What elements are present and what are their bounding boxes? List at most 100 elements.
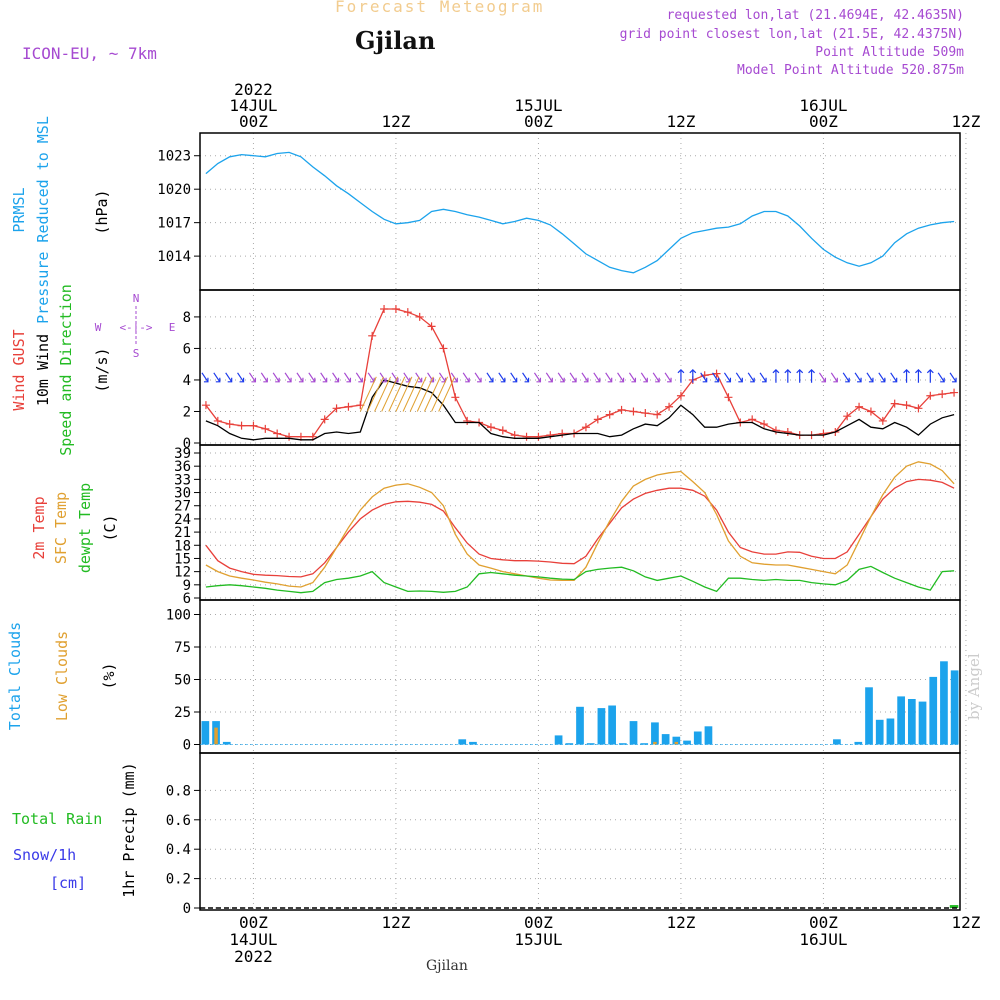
y-tick-label: 33 (174, 472, 191, 488)
y-tick-label: 1014 (157, 249, 191, 265)
y-tick-label: 2 (183, 404, 191, 420)
gust-marker (249, 421, 258, 430)
time-label-bottom: 00Z (524, 913, 553, 932)
wind-unit: (m/s) (93, 347, 111, 392)
time-label-bottom: 2022 (234, 947, 273, 966)
wind-direction-arrow (677, 368, 685, 383)
wind-direction-arrow (866, 372, 874, 383)
wind-direction-arrow (486, 372, 494, 383)
wind-direction-arrow (320, 372, 328, 383)
wind-direction-arrow (498, 372, 506, 383)
y-tick-label: 1017 (157, 216, 191, 232)
wind-direction-arrow (854, 372, 862, 383)
cloud-bar (918, 701, 927, 745)
wind-barb (381, 376, 399, 412)
gust-marker (546, 431, 555, 440)
panel-frame (199, 752, 961, 911)
cloud-bar (683, 740, 691, 745)
series-line-prmsl (205, 151, 955, 274)
wind-direction-arrow (689, 368, 697, 383)
y-tick-label: 4 (183, 373, 191, 389)
temp2m-label: 2m Temp (30, 496, 48, 559)
cloud-bar (897, 696, 905, 745)
y-tick-label: 50 (174, 673, 191, 689)
gust-marker (439, 344, 448, 353)
cloud-bar (222, 741, 231, 745)
point-altitude: Point Altitude 509m (815, 45, 964, 60)
time-label-bottom: 16JUL (799, 930, 847, 949)
gust-marker (534, 432, 543, 441)
panel-frame (199, 289, 961, 446)
wind-direction-arrow (926, 368, 934, 383)
gust-marker (914, 404, 923, 413)
time-label-bottom: 12Z (666, 913, 695, 932)
time-label-top: 14JUL (229, 96, 277, 115)
panel-4: 0 0.2 0.4 0.6 0.8 (166, 752, 967, 917)
gust-marker (403, 308, 412, 317)
gust-marker (380, 305, 389, 314)
compass-s: S (133, 347, 140, 360)
y-tick-label: 6 (183, 591, 191, 607)
gust-marker (950, 388, 959, 397)
wind-barb (402, 376, 420, 412)
location-title: Gjilan (355, 26, 436, 55)
wind-direction-arrow (747, 372, 755, 383)
y-tick-label: 15 (174, 551, 191, 567)
gust-marker (213, 416, 222, 425)
gust-marker (451, 393, 460, 402)
time-label-top: 00Z (809, 112, 838, 131)
gust-marker (724, 393, 733, 402)
model-label: ICON-EU, ~ 7km (22, 44, 157, 63)
wind-direction-arrow (522, 372, 530, 383)
wind-dir-label: Speed and Direction (57, 284, 75, 456)
gust-marker (273, 429, 282, 438)
y-tick-label: 9 (183, 578, 191, 594)
y-tick-label: 1020 (157, 182, 191, 198)
pressure-unit: (hPa) (93, 189, 111, 234)
y-tick-label: 0.4 (166, 842, 191, 858)
wind-direction-arrow (830, 372, 838, 383)
wind-direction-arrow (462, 372, 470, 383)
time-label-top: 16JUL (799, 96, 847, 115)
time-label-top: 12Z (381, 112, 410, 131)
cloud-bar (674, 741, 679, 745)
y-tick-label: 6 (183, 341, 191, 357)
cloud-bar (651, 722, 659, 745)
low-clouds-label: Low Clouds (53, 631, 71, 721)
wind-direction-arrow (308, 372, 316, 383)
wind-direction-arrow (640, 372, 648, 383)
precip-bar (949, 905, 959, 908)
gust-marker (427, 322, 436, 331)
time-label-top: 2022 (234, 80, 273, 99)
series-line-wind-gust (205, 308, 955, 438)
cloud-bar (672, 736, 681, 745)
gust-marker (605, 410, 614, 419)
y-tick-label: 36 (174, 459, 191, 475)
gust-marker (463, 416, 472, 425)
clouds-unit: (%) (100, 662, 118, 689)
cloud-bar (854, 741, 863, 745)
wind-direction-arrow (569, 372, 577, 383)
y-tick-label: 0 (183, 738, 191, 754)
y-tick-label: 0 (183, 901, 191, 917)
gust-marker (653, 410, 662, 419)
panel-1: 0 2 4 6 8 (183, 289, 967, 452)
wind-direction-arrow (784, 368, 792, 383)
wind-barb (416, 376, 434, 412)
gust-marker (890, 399, 899, 408)
y-tick-label: 100 (166, 608, 191, 624)
y-tick-label: 0.6 (166, 813, 191, 829)
gust-marker (415, 312, 424, 321)
time-label-top: 00Z (239, 112, 268, 131)
gust-marker (629, 407, 638, 416)
rain-label: Total Rain (12, 810, 102, 828)
wind-direction-arrow (272, 372, 280, 383)
gust-marker (593, 415, 602, 424)
gust-marker (676, 391, 685, 400)
snow-unit: [cm] (50, 874, 86, 892)
panel-0: 1014 1017 1020 1023 (157, 132, 967, 291)
gust-marker (237, 421, 246, 430)
wind-direction-arrow (878, 372, 886, 383)
wind-direction-arrow (937, 372, 945, 383)
